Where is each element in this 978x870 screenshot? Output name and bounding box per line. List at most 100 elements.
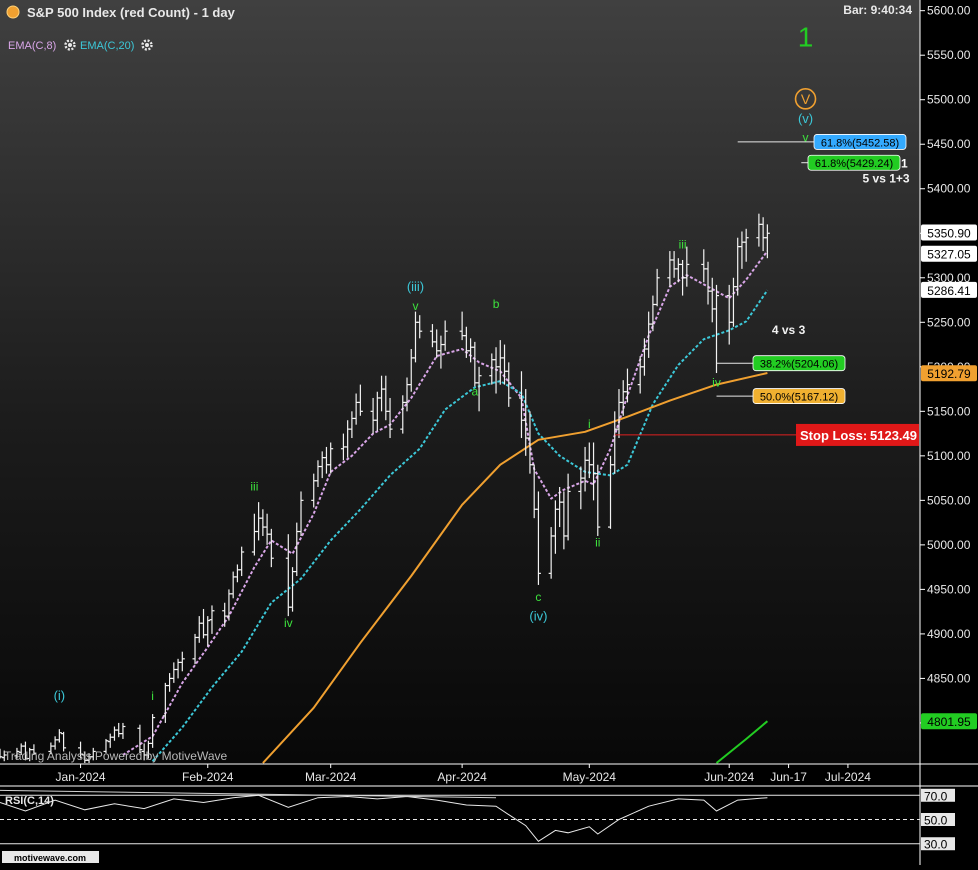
- ohlc-bar: [565, 473, 571, 541]
- series-line: [715, 720, 769, 764]
- ohlc-bar: [14, 747, 20, 759]
- stop-loss-box: [796, 423, 919, 446]
- overlay-annotations: Stop Loss: 5123.49 61.8%(5452.58) 61.8%(542…: [614, 134, 919, 446]
- wave-label: (v): [798, 111, 813, 126]
- ohlc-bar: [239, 546, 245, 577]
- ohlc-bar: [56, 729, 62, 743]
- wave-label: (i): [54, 688, 66, 703]
- wave-label: (iv): [529, 609, 547, 624]
- x-tick-label: Jun-17: [770, 770, 807, 784]
- y-tick-label: 4850.00: [927, 671, 971, 685]
- y-tick-label: 5400.00: [927, 182, 971, 196]
- price-label-box: [921, 281, 977, 298]
- price-label-text: 5350.90: [927, 226, 971, 240]
- ohlc-bar: [713, 284, 719, 374]
- y-tick-label: 5500.00: [927, 93, 971, 107]
- price-label-box: [921, 713, 977, 730]
- ohlc-bar: [298, 491, 304, 536]
- ohlc-bar: [179, 651, 185, 672]
- site-logo-text: motivewave.com: [14, 853, 86, 863]
- time-axis-background: [0, 763, 920, 785]
- ohlc-bar: [506, 362, 512, 407]
- ohlc-bar: [31, 744, 37, 755]
- rsi-level-box: [921, 837, 955, 851]
- wave-label: iv: [712, 375, 721, 389]
- ema20-legend[interactable]: EMA(C,20): [80, 40, 134, 52]
- price-label-box: [921, 224, 977, 241]
- price-label-text: 4801.95: [927, 715, 971, 729]
- ohlc-bar: [387, 397, 393, 439]
- ohlc-bar: [624, 368, 630, 403]
- ohlc-bar: [357, 384, 363, 416]
- ohlc-bar: [205, 616, 211, 647]
- series-line: [151, 289, 769, 762]
- series-line: [122, 250, 769, 756]
- x-tick-label: Apr-2024: [437, 770, 487, 784]
- wave-label: iii: [679, 237, 687, 251]
- annotation-note: 5 vs 1+3: [863, 172, 910, 186]
- ohlc-bar: [595, 464, 601, 536]
- series-line: [262, 372, 768, 764]
- rsi-label: RSI(C,14): [5, 795, 54, 807]
- price-panel-background: [0, 0, 920, 763]
- fib-target-label: 38.2%(5204.06): [760, 359, 838, 371]
- ohlc-bar: [78, 741, 84, 759]
- wave-label: b: [493, 297, 500, 311]
- ohlc-bar: [476, 366, 482, 412]
- ohlc-bar: [417, 315, 423, 339]
- ohlc-bar: [442, 320, 448, 351]
- x-tick-label: May-2024: [563, 770, 617, 784]
- y-tick-label: 5250.00: [927, 315, 971, 329]
- ohlc-bar: [0, 748, 3, 759]
- gear-icon[interactable]: [141, 39, 153, 51]
- x-tick-label: Mar-2024: [305, 770, 357, 784]
- bar-time: Bar: 9:40:34: [843, 3, 912, 17]
- stop-loss-label: Stop Loss:: [800, 428, 867, 443]
- rsi-level-label: 50.0: [924, 814, 948, 828]
- fib-target-box: [813, 134, 907, 150]
- ohlc-bars: [0, 213, 770, 763]
- price-labels: 5350.90 5327.05 5286.41 5192.79 4801.95: [921, 224, 977, 730]
- y-tick-label: 5050.00: [927, 493, 971, 507]
- annotation-note: 4 vs 3: [772, 323, 806, 337]
- gear-icon[interactable]: [64, 39, 76, 51]
- indicator-lines: [122, 250, 769, 764]
- ohlc-bar: [120, 722, 126, 739]
- rsi-line: [0, 794, 768, 842]
- ohlc-bar: [764, 224, 770, 259]
- rsi-level-label: 70.0: [924, 789, 948, 803]
- x-tick-label: Feb-2024: [182, 770, 234, 784]
- fib-target-label: 50.0%(5167.12): [760, 392, 838, 404]
- ohlc-bar: [535, 491, 541, 585]
- wave-label: v: [803, 131, 809, 145]
- fib-target-box: [752, 355, 846, 372]
- ohlc-bar: [328, 442, 334, 474]
- watermark-text: Trading Analysis Powered by MotiveWave: [4, 749, 228, 763]
- chart-status-icon[interactable]: [6, 5, 20, 19]
- ema8-legend[interactable]: EMA(C,8): [8, 40, 56, 52]
- ohlc-bar: [1, 750, 7, 762]
- wave-label: 1: [798, 21, 814, 52]
- x-tick-label: Jun-2024: [704, 770, 754, 784]
- ohlc-bar: [137, 724, 143, 754]
- ohlc-bar: [150, 714, 156, 748]
- y-tick-label: 5550.00: [927, 48, 971, 62]
- y-tick-label: 4900.00: [927, 627, 971, 641]
- ohlc-bar: [654, 268, 660, 307]
- ohlc-bar: [209, 605, 215, 634]
- wave-label-circle: [794, 88, 817, 110]
- ohlc-bar: [268, 528, 274, 568]
- ohlc-bar: [90, 747, 96, 761]
- site-logo-badge[interactable]: [2, 851, 99, 863]
- x-tick-label: Jul-2024: [825, 770, 871, 784]
- wave-label: iii: [250, 480, 258, 494]
- fib-target-box: [807, 154, 901, 171]
- price-axis-background: [920, 0, 978, 865]
- x-axis-ticks: Jan-2024 Feb-2024 Mar-2024 Apr-2024 May-2024…: [56, 764, 871, 784]
- ohlc-bar: [61, 731, 67, 752]
- price-label-box: [921, 365, 977, 382]
- y-tick-label: 5100.00: [927, 449, 971, 463]
- y-tick-label: 4950.00: [927, 582, 971, 596]
- chart-title: S&P 500 Index (red Count) - 1 day: [27, 5, 236, 20]
